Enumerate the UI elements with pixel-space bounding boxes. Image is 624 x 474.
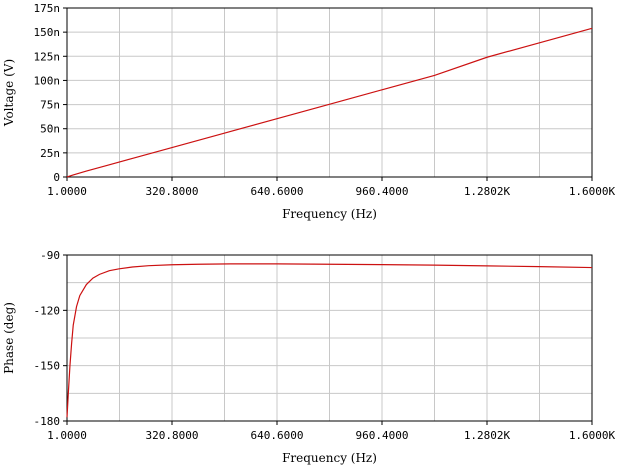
phase-x-tick-label: 320.8000 (146, 429, 199, 442)
phase-y-tick-label: -150 (34, 360, 61, 373)
phase-series-line (66, 263, 593, 418)
voltage-y-tick-label: 100n (34, 74, 61, 87)
voltage-y-axis-title: Voltage (V) (2, 59, 16, 127)
voltage-y-tick-label: 175n (34, 2, 61, 15)
voltage-x-tick-label: 1.6000K (569, 185, 616, 198)
voltage-x-tick-label: 320.8000 (146, 185, 199, 198)
phase-y-axis-title: Phase (deg) (2, 302, 16, 374)
phase-x-tick-label: 1.0000 (47, 429, 87, 442)
voltage-y-tick-label: 75n (40, 99, 60, 112)
voltage-x-axis-title: Frequency (Hz) (282, 207, 377, 221)
voltage-y-tick-label: 25n (40, 147, 60, 160)
voltage-x-tick-label: 1.2802K (464, 185, 511, 198)
phase-y-tick-label: -90 (40, 249, 60, 262)
phase-x-tick-label: 640.6000 (251, 429, 304, 442)
phase-chart: 1.0000 320.8000 640.6000 960.4000 1.2802K 1.6… (2, 249, 616, 465)
phase-x-tick-label: 1.6000K (569, 429, 616, 442)
voltage-series-line (66, 27, 593, 178)
voltage-x-tick-label: 960.4000 (356, 185, 409, 198)
voltage-x-tick-label: 1.0000 (47, 185, 87, 198)
voltage-y-tick-label: 0 (53, 171, 60, 184)
voltage-chart: 1.0000 320.8000 640.6000 960.4000 1.2802K 1.6… (2, 2, 616, 221)
phase-x-tick-label: 1.2802K (464, 429, 511, 442)
voltage-y-tick-label: 50n (40, 123, 60, 136)
phase-y-tick-label: -120 (34, 304, 61, 317)
voltage-frame (66, 7, 593, 178)
phase-frame (66, 254, 593, 422)
phase-x-axis-title: Frequency (Hz) (282, 451, 377, 465)
voltage-y-tick-label: 150n (34, 26, 61, 39)
voltage-x-tick-label: 640.6000 (251, 185, 304, 198)
phase-x-tick-label: 960.4000 (356, 429, 409, 442)
voltage-y-tick-label: 125n (34, 50, 61, 63)
phase-y-tick-label: -180 (34, 415, 61, 428)
